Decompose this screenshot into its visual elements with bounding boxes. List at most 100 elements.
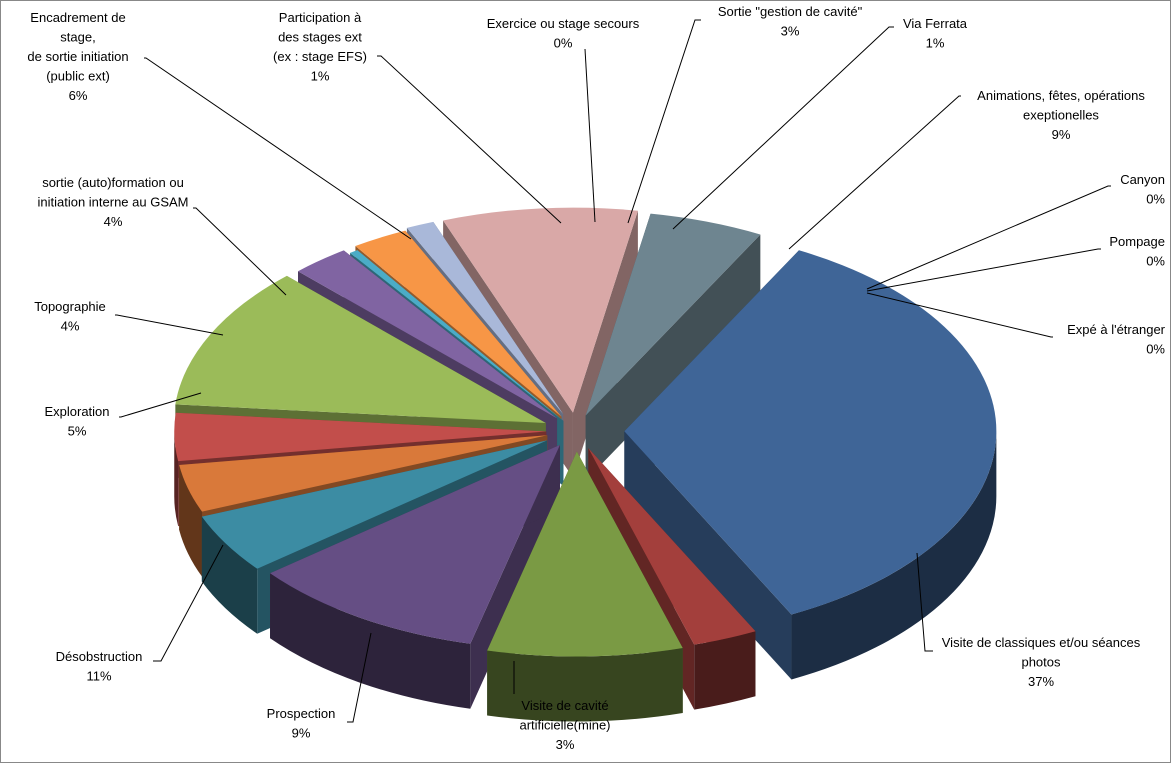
leader-line-2 [347,632,372,723]
slice-label-9: Exercice ou stage secours 0% [487,16,640,51]
pie-tops [174,207,997,657]
slice-label-1-line-2: 3% [556,737,575,752]
slice-label-9-line-0: Exercice ou stage secours [487,16,640,31]
slice-label-8-line-2: (ex : stage EFS) [273,49,367,64]
slice-label-7-line-1: stage, [60,30,95,45]
leader-line-6 [193,207,287,296]
pie-slice-1 [588,448,756,645]
pie-slice-9 [350,250,564,421]
leader-line-3 [153,544,224,662]
slice-label-3-line-0: Désobstruction [56,649,143,664]
slice-label-1: Visite de cavité artificielle(mine) 3% [519,698,610,752]
pie-slice-3 [270,444,560,644]
slice-label-3: Désobstruction 11% [56,649,143,684]
slice-label-10: Sortie "gestion de cavité" 3% [718,4,863,39]
slice-label-6-line-2: 4% [104,214,123,229]
slice-label-15: Expé à l'étranger 0% [1067,322,1166,357]
slice-label-8-line-0: Participation à [279,10,362,25]
pie-slice-5 [179,435,548,512]
slice-outer-wall-1-0 [694,631,756,710]
slice-label-12-line-2: 9% [1052,127,1071,142]
slice-label-6-line-0: sortie (auto)formation ou [42,175,184,190]
leader-line-15 [866,292,1053,338]
slice-outer-wall-0-0 [791,431,997,680]
slice-wall-0-1 [624,431,792,680]
slice-label-9-line-1: 0% [554,36,573,51]
slice-label-7-line-2: de sortie initiation [27,49,128,64]
slice-label-11-line-1: 1% [926,36,945,51]
leader-line-8 [377,55,562,224]
leader-line-5 [115,314,224,336]
pie-slice-2 [487,451,683,657]
slice-label-7: Encadrement de stage, de sortie initiation… [27,10,128,103]
slice-label-3-line-1: 11% [86,669,111,684]
pie-slice-8 [298,250,558,419]
slice-label-4-line-0: Exploration [44,404,109,419]
slice-label-8: Participation à des stages ext (ex : stage… [273,10,367,84]
slice-label-6: sortie (auto)formation ou initiation inte… [37,175,188,229]
slice-label-6-line-1: initiation interne au GSAM [37,195,188,210]
slice-label-13: Canyon 0% [1120,172,1165,207]
leader-line-7 [144,57,412,240]
slice-label-2: Prospection 9% [267,706,336,741]
slice-labels: Visite de classiques et/ou séances photos… [27,4,1165,752]
pie-slice-4 [201,440,548,569]
leader-line-0 [916,552,933,652]
slice-label-13-line-0: Canyon [1120,172,1165,187]
pie-slice-12 [443,207,638,413]
slice-label-12-line-1: exeptionelles [1023,108,1099,123]
leader-lines [115,19,1111,723]
slice-label-7-line-0: Encadrement de [30,10,125,25]
slice-label-2-line-1: 9% [292,726,311,741]
leader-line-4 [119,392,202,418]
slice-outer-wall-2-0 [487,648,683,722]
pie-slice-16 [585,213,761,416]
leader-line-12 [788,95,961,250]
slice-wall-16-1 [585,234,761,481]
slice-label-13-line-1: 0% [1146,192,1165,207]
slice-label-14-line-1: 0% [1146,254,1165,269]
slice-label-1-line-0: Visite de cavité [521,698,608,713]
slice-label-4-line-1: 5% [68,424,87,439]
slice-label-10-line-0: Sortie "gestion de cavité" [718,4,863,19]
slice-label-0-line-2: 37% [1028,674,1054,689]
slice-label-11-line-0: Via Ferrata [903,16,968,31]
slice-label-5-line-1: 4% [61,319,80,334]
leader-line-13 [866,185,1111,290]
slice-label-14: Pompage 0% [1109,234,1165,269]
slice-label-5-line-0: Topographie [34,299,106,314]
leader-line-14 [866,248,1101,292]
pie-slice-6 [174,412,547,462]
slice-outer-wall-5-0 [179,464,203,577]
slice-label-2-line-0: Prospection [267,706,336,721]
leader-line-9 [584,48,596,223]
slice-label-0-line-0: Visite de classiques et/ou séances [942,635,1141,650]
slice-label-5: Topographie 4% [34,299,106,334]
leader-line-10 [627,19,701,224]
pie-slice-0 [624,250,997,615]
slice-label-15-line-0: Expé à l'étranger [1067,322,1166,337]
leader-line-11 [672,26,894,230]
slice-label-12: Animations, fêtes, opérations exeptionell… [977,88,1145,142]
pie-slice-10 [355,230,562,417]
slice-outer-wall-3-0 [270,573,471,709]
slice-label-1-line-1: artificielle(mine) [519,718,610,733]
slice-label-15-line-1: 0% [1146,342,1165,357]
slice-label-7-line-3: (public ext) [46,69,110,84]
slice-label-11: Via Ferrata 1% [903,16,968,51]
pie-slice-7 [175,275,546,424]
slice-label-0: Visite de classiques et/ou séances photos… [942,635,1141,689]
slice-outer-wall-4-0 [201,516,258,634]
slice-label-12-line-0: Animations, fêtes, opérations [977,88,1145,103]
slice-outer-wall-6-0 [174,431,179,527]
slice-label-0-line-1: photos [1021,655,1061,670]
slice-label-8-line-3: 1% [311,69,330,84]
slice-label-14-line-0: Pompage [1109,234,1165,249]
slice-label-4: Exploration 5% [44,404,109,439]
slice-label-7-line-4: 6% [69,88,88,103]
slice-label-8-line-1: des stages ext [278,30,362,45]
pie-slice-11 [406,221,564,414]
slice-label-10-line-1: 3% [781,24,800,39]
